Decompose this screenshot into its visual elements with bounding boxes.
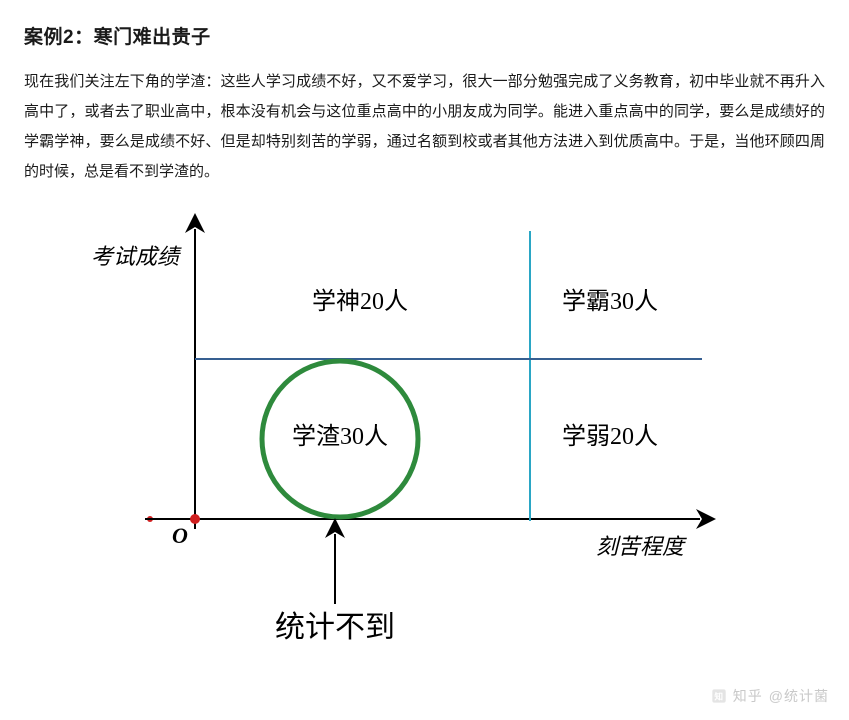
quadrant-svg: 考试成绩刻苦程度 O 学神20人 学霸30人学渣30人 学弱20人统计不到 [80, 209, 770, 649]
svg-text:学渣30人: 学渣30人 [292, 423, 388, 450]
quadrant-diagram: 考试成绩刻苦程度 O 学神20人 学霸30人学渣30人 学弱20人统计不到 [80, 209, 770, 649]
svg-text:学霸30人: 学霸30人 [562, 288, 658, 315]
zhihu-icon: 知 [711, 688, 727, 704]
zhihu-watermark: 知 知乎 @统计菌 [711, 686, 829, 706]
svg-text:统计不到: 统计不到 [275, 611, 395, 644]
svg-text:学神20人: 学神20人 [312, 288, 408, 315]
svg-text:O: O [172, 523, 188, 548]
case-title: 案例2：寒门难出贵子 [24, 22, 825, 49]
case-paragraph: 现在我们关注左下角的学渣：这些人学习成绩不好，又不爱学习，很大一部分勉强完成了义… [24, 67, 825, 187]
watermark-text: @统计菌 [769, 686, 829, 706]
svg-text:知: 知 [713, 690, 723, 701]
svg-text:学弱20人: 学弱20人 [562, 423, 658, 450]
watermark-prefix: 知乎 [733, 686, 763, 706]
svg-text:考试成绩: 考试成绩 [90, 244, 181, 269]
svg-text:刻苦程度: 刻苦程度 [595, 534, 686, 559]
